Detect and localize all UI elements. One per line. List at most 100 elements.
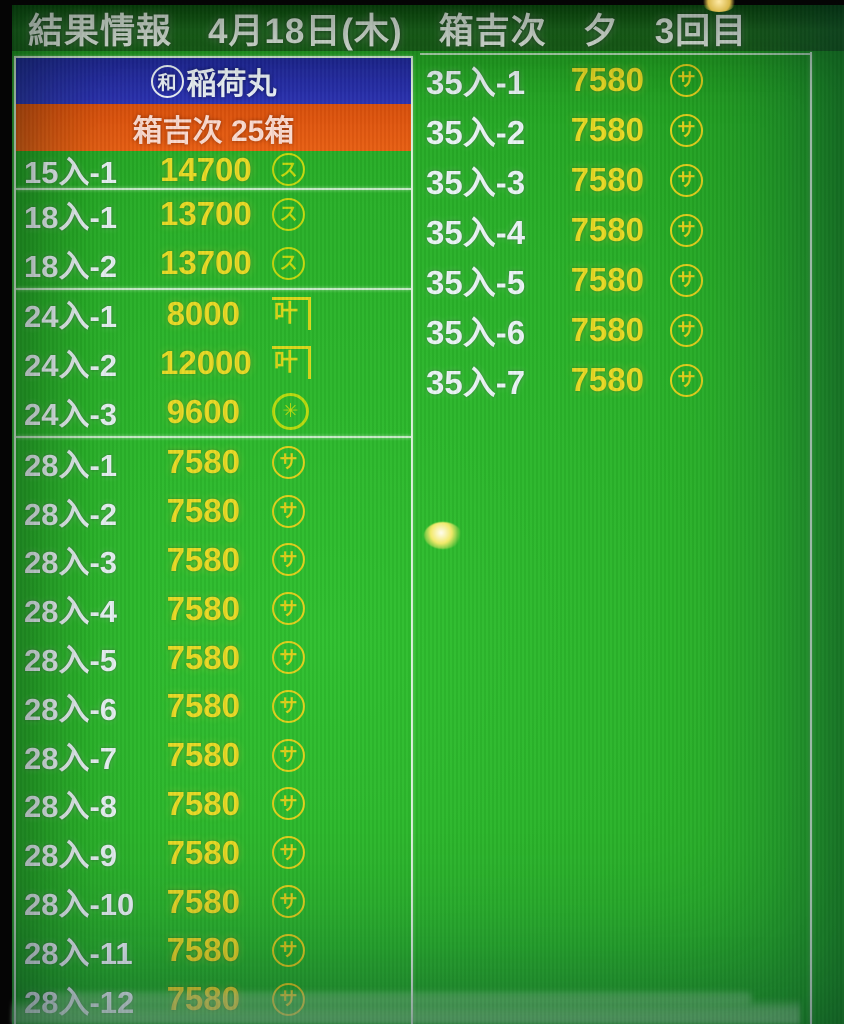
- price-value: 7580: [570, 261, 644, 298]
- lot-label: 24入-1: [24, 299, 118, 335]
- circled-sa-mark-icon: サ: [272, 885, 305, 919]
- left-result-panel: 和 稲荷丸 箱吉次 25箱 15入-1 14700 ス 18入-1 13700 ス 18入-…: [14, 56, 413, 1024]
- result-row: 15入-1 14700 ス: [16, 150, 411, 190]
- vessel-name: 稲荷丸: [186, 68, 277, 101]
- price-value: 7580: [166, 784, 240, 822]
- price-value: 7580: [570, 111, 644, 148]
- row-group: 28入-1 7580 サ 28入-2 7580 サ 28入-3 7580 サ 28入-4 7580 サ…: [16, 438, 411, 1024]
- price-value: 8000: [166, 294, 240, 332]
- price-value: 7580: [166, 736, 240, 774]
- row-group: 24入-1 8000 叶 24入-2 12000 叶 24入-3 9600 ✳: [16, 290, 411, 436]
- lot-label: 28入-4: [24, 594, 118, 630]
- right-rows-container: 35入-1 7580 サ 35入-2 7580 サ 35入-3 7580 サ 35入-4 7580 サ…: [420, 55, 810, 405]
- price-value: 14700: [160, 150, 252, 188]
- header-bar: 結果情報 4月18日(木) 箱吉次 夕 3回目: [12, 5, 844, 51]
- lot-label: 18入-2: [24, 248, 118, 284]
- lot-header: 箱吉次 25箱: [16, 104, 411, 151]
- lot-label: 35入-4: [426, 214, 526, 251]
- circled-sa-mark-icon: サ: [272, 445, 305, 479]
- result-row: 28入-5 7580 サ: [16, 633, 411, 682]
- price-value: 7580: [166, 931, 240, 969]
- row-group: 15入-1 14700 ス: [16, 150, 411, 190]
- lot-label: 18入-1: [24, 199, 118, 235]
- result-row: 28入-11 7580 サ: [16, 926, 411, 975]
- price-value: 13700: [160, 195, 252, 233]
- right-separator-line: [810, 52, 812, 1024]
- bottom-glare-band-artifact: [52, 992, 752, 1004]
- result-row: 28入-9 7580 サ: [16, 828, 411, 877]
- lot-label: 24入-2: [24, 348, 118, 384]
- circled-sa-mark-icon: サ: [272, 836, 305, 870]
- result-row: 28入-10 7580 サ: [16, 877, 411, 926]
- gold-speck-top-artifact: [702, 0, 736, 12]
- lot-label: 28入-10: [24, 887, 135, 923]
- result-row: 24入-3 9600 ✳: [16, 387, 411, 436]
- lot-label: 28入-5: [24, 643, 118, 679]
- price-value: 13700: [160, 244, 252, 282]
- result-row: 35入-7 7580 サ: [420, 355, 810, 405]
- circled-sa-mark-icon: サ: [272, 933, 305, 967]
- lot-label: 35入-6: [426, 314, 526, 351]
- price-value: 7580: [166, 638, 240, 676]
- flower-crest-mark-icon: ✳: [272, 393, 309, 431]
- right-result-panel: 35入-1 7580 サ 35入-2 7580 サ 35入-3 7580 サ 35入-4 7580 サ…: [420, 55, 810, 405]
- lot-label: 35入-1: [426, 64, 526, 101]
- circled-sa-mark-icon: サ: [670, 163, 703, 197]
- result-row: 28入-8 7580 サ: [16, 780, 411, 829]
- result-row: 28入-1 7580 サ: [16, 438, 411, 487]
- price-value: 7580: [166, 589, 240, 627]
- vessel-crest-icon: 和: [150, 64, 184, 98]
- price-value: 7580: [570, 211, 644, 248]
- lot-label: 28入-3: [24, 545, 118, 581]
- result-row: 35入-5 7580 サ: [420, 255, 810, 305]
- lot-label: 28入-2: [24, 496, 118, 532]
- price-value: 12000: [160, 343, 252, 381]
- gold-speck-middle-artifact: [424, 522, 462, 549]
- lot-title: 箱吉次 25箱: [132, 114, 295, 148]
- group-divider: [16, 287, 411, 290]
- price-value: 7580: [166, 540, 240, 578]
- price-value: 7580: [166, 833, 240, 871]
- result-row: 18入-1 13700 ス: [16, 190, 411, 239]
- circled-su-mark-icon: ス: [272, 153, 305, 186]
- result-row: 35入-1 7580 サ: [420, 55, 810, 105]
- lot-label: 28入-7: [24, 740, 118, 776]
- price-value: 7580: [166, 882, 240, 920]
- lot-label: 15入-1: [24, 155, 118, 190]
- circled-sa-mark-icon: サ: [272, 543, 305, 577]
- circled-sa-mark-icon: サ: [272, 592, 305, 626]
- result-row: 28入-3 7580 サ: [16, 536, 411, 585]
- bottom-glare-artifact: [12, 998, 800, 1024]
- result-screen: 結果情報 4月18日(木) 箱吉次 夕 3回目 和 稲荷丸 箱吉次 25箱 15…: [12, 5, 844, 1024]
- page-title: 結果情報 4月18日(木) 箱吉次 夕 3回目: [28, 11, 748, 51]
- price-value: 9600: [166, 392, 240, 430]
- result-row: 18入-2 13700 ス: [16, 239, 411, 288]
- lot-label: 28入-11: [24, 935, 133, 971]
- lot-label: 35入-2: [426, 114, 526, 151]
- circled-sa-mark-icon: サ: [670, 63, 703, 97]
- lot-label: 35入-7: [426, 364, 526, 401]
- result-row: 35入-3 7580 サ: [420, 155, 810, 205]
- vessel-header: 和 稲荷丸: [16, 58, 411, 104]
- circled-sa-mark-icon: サ: [670, 113, 703, 147]
- lot-label: 28入-6: [24, 691, 118, 727]
- left-rows-container: 15入-1 14700 ス 18入-1 13700 ス 18入-2 13700 ス 24入-1 80…: [16, 151, 411, 1024]
- lot-label: 24入-3: [24, 397, 118, 433]
- lot-label: 28入-8: [24, 789, 118, 825]
- circled-sa-mark-icon: サ: [272, 787, 305, 821]
- price-value: 7580: [570, 311, 644, 348]
- price-value: 7580: [166, 492, 240, 530]
- circled-sa-mark-icon: サ: [272, 689, 305, 723]
- kane-kanou-mark-icon: 叶: [272, 346, 311, 380]
- result-row: 28入-4 7580 サ: [16, 584, 411, 633]
- price-value: 7580: [570, 161, 644, 198]
- result-row: 35入-2 7580 サ: [420, 105, 810, 155]
- circled-sa-mark-icon: サ: [272, 494, 305, 528]
- group-divider: [16, 435, 411, 438]
- lot-label: 35入-3: [426, 164, 526, 201]
- price-value: 7580: [570, 61, 644, 98]
- result-row: 24入-2 12000 叶: [16, 338, 411, 387]
- group-divider: [16, 188, 411, 190]
- circled-sa-mark-icon: サ: [670, 363, 703, 397]
